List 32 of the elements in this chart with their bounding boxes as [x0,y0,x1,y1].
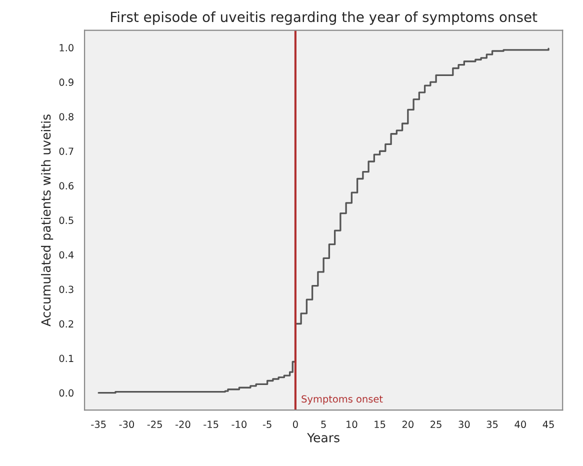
y-tick-label: 0.7 [59,148,74,155]
y-tick-label: 0.9 [59,78,74,86]
x-tick-label: 5 [321,420,326,428]
y-tick-label: 1.0 [60,44,74,52]
x-tick-label: 30 [458,420,470,428]
y-tick-label: 0.0 [59,389,74,397]
y-tick-label: 0.5 [59,216,74,224]
x-tick-label: -35 [91,420,106,428]
y-tick-label: 0.6 [59,182,74,190]
y-tick-label: 0.1 [59,354,74,362]
x-tick-label: -20 [175,420,190,428]
y-tick-label: 0.2 [59,320,74,328]
x-tick-label: -25 [147,420,162,428]
x-tick-label: -5 [262,420,272,428]
x-tick-label: 25 [430,420,442,428]
y-tick-label: 0.8 [59,113,74,120]
y-axis-title: Accumulated patients with uveitis [41,114,54,326]
x-tick-label: -10 [232,420,246,428]
x-tick-label: 20 [402,420,414,428]
x-tick-label: 0 [292,420,298,428]
x-tick-label: 45 [542,420,554,428]
x-tick-label: -15 [204,420,218,428]
ref-line-label: Symptoms onset [302,395,383,405]
y-tick-label: 0.4 [59,251,74,259]
x-tick-label: 35 [486,420,498,428]
x-tick-label: 10 [346,420,358,428]
x-tick-label: 15 [374,420,386,428]
y-tick-label: 0.3 [59,286,74,294]
chart-title: First episode of uveitis regarding the year of symptoms onset [110,11,538,25]
x-axis-title: Years [307,433,340,442]
x-tick-label: 40 [514,420,526,428]
x-tick-label: -30 [119,420,134,428]
